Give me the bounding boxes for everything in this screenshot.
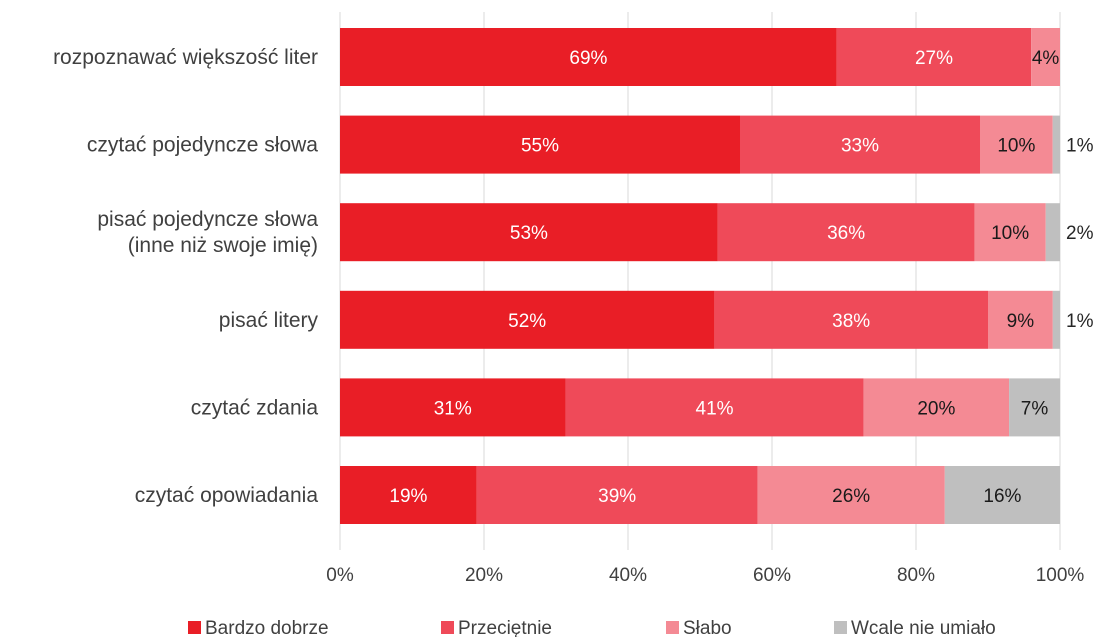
data-label: 20% <box>917 398 955 419</box>
data-label: 52% <box>508 311 546 332</box>
data-label: 16% <box>983 486 1021 507</box>
data-label: 69% <box>569 48 607 69</box>
data-label: 1% <box>1066 311 1094 332</box>
data-label: 41% <box>696 398 734 419</box>
bar-segment <box>340 378 566 437</box>
data-label: 10% <box>997 136 1035 157</box>
data-label: 10% <box>991 223 1029 244</box>
legend-swatch <box>666 621 679 634</box>
data-label: 1% <box>1066 136 1094 157</box>
data-label: 9% <box>1007 311 1035 332</box>
bar-segment <box>340 28 837 86</box>
data-label: 39% <box>598 486 636 507</box>
bar-segment <box>863 378 1010 437</box>
data-label: 19% <box>389 486 427 507</box>
bar-segment <box>1052 115 1060 174</box>
bar-segment <box>714 290 988 349</box>
bar-segment <box>717 203 975 262</box>
bar-segment <box>476 466 758 524</box>
legend-label: Słabo <box>683 618 732 637</box>
category-label: pisać pojedyncze słowa <box>97 208 318 231</box>
legend-swatch <box>441 621 454 634</box>
data-label: 55% <box>521 136 559 157</box>
bar-segment <box>757 466 945 524</box>
data-label: 33% <box>841 136 879 157</box>
bar-segment <box>974 203 1046 262</box>
x-tick-label: 60% <box>753 565 791 586</box>
x-tick-label: 100% <box>1036 565 1085 586</box>
x-tick-label: 0% <box>326 565 354 586</box>
bar-segment <box>740 115 980 174</box>
category-label: rozpoznawać większość liter <box>53 46 318 69</box>
bar-segment <box>340 203 718 262</box>
category-label: czytać pojedyncze słowa <box>87 134 318 157</box>
data-label: 2% <box>1066 223 1094 244</box>
x-tick-label: 80% <box>897 565 935 586</box>
category-label: czytać opowiadania <box>135 484 319 507</box>
data-label: 31% <box>434 398 472 419</box>
bar-segment <box>980 115 1053 174</box>
bar-segment <box>944 466 1060 524</box>
data-label: 7% <box>1021 398 1049 419</box>
bar-segment <box>340 466 477 524</box>
grid-lines <box>339 12 1061 550</box>
bars: 69% 27% 4% 55% 33% 10% 1% 53% 36% 10% 2% 52% 38% 9% 1%… <box>340 28 1094 524</box>
data-label: 53% <box>510 223 548 244</box>
category-label: (inne niż swoje imię) <box>128 234 318 257</box>
bar-segment <box>1031 28 1060 86</box>
x-tick-label: 20% <box>465 565 503 586</box>
data-label: 38% <box>832 311 870 332</box>
legend: Bardzo dobrze Przeciętnie Słabo Wcale nie u… <box>188 618 996 637</box>
bar-segment <box>1052 290 1060 349</box>
bar-segment <box>565 378 864 437</box>
data-label: 4% <box>1032 48 1060 69</box>
category-label: czytać zdania <box>191 396 319 419</box>
legend-swatch <box>834 621 847 634</box>
bar-segment <box>1009 378 1060 437</box>
bar-segment <box>988 290 1053 349</box>
category-labels: rozpoznawać większość liter czytać pojedy… <box>53 46 318 507</box>
data-label: 26% <box>832 486 870 507</box>
data-label: 27% <box>915 48 953 69</box>
legend-label: Bardzo dobrze <box>205 618 329 637</box>
bar-segment <box>1045 203 1060 262</box>
x-axis-ticks: 0% 20% 40% 60% 80% 100% <box>326 565 1084 586</box>
bar-segment <box>836 28 1032 86</box>
legend-label: Przeciętnie <box>458 618 552 637</box>
data-label: 36% <box>827 223 865 244</box>
x-tick-label: 40% <box>609 565 647 586</box>
legend-swatch <box>188 621 201 634</box>
bar-segment <box>340 115 740 174</box>
legend-label: Wcale nie umiało <box>851 618 996 637</box>
bar-segment <box>340 290 715 349</box>
category-label: pisać litery <box>219 309 319 332</box>
